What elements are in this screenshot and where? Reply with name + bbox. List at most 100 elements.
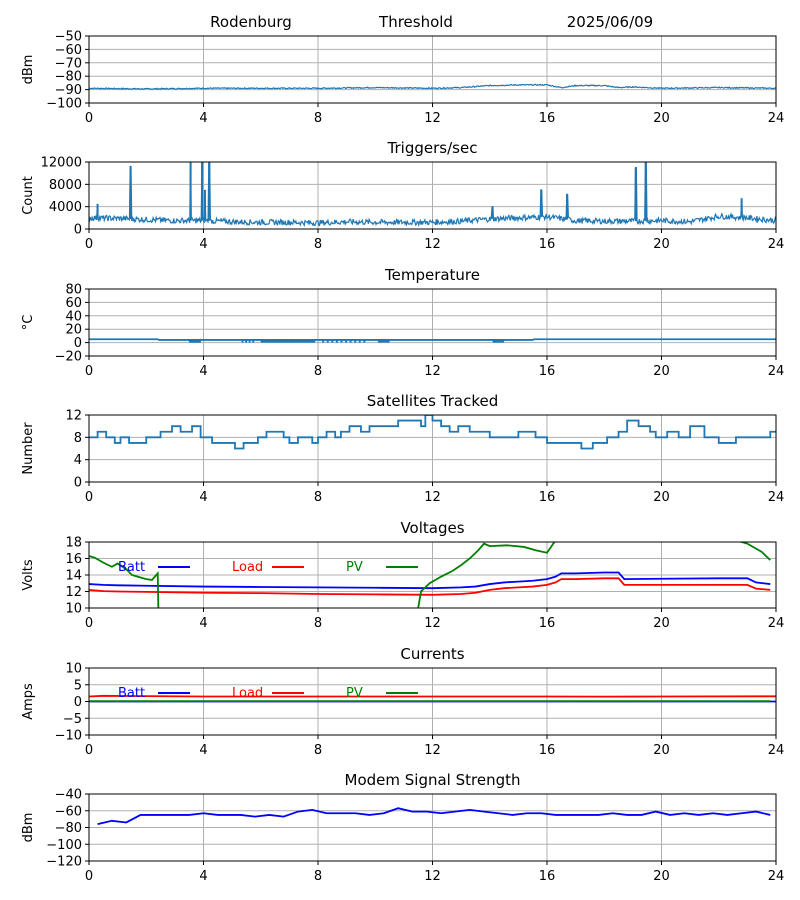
currents-legend-label-2: PV <box>346 686 363 701</box>
temperature-dip-2-13 <box>284 339 287 343</box>
temperature-xtick-label-0: 0 <box>85 364 93 379</box>
temperature-series-0-seg-0 <box>89 338 776 341</box>
voltages-xtick-label-6: 24 <box>768 616 785 631</box>
voltages-ytick-label-1: 12 <box>65 585 82 600</box>
signal-xtick-label-5: 20 <box>653 111 670 126</box>
temperature-title: Temperature <box>384 266 480 284</box>
signal-xtick-label-6: 24 <box>768 111 785 126</box>
temperature-dip-4-4 <box>385 339 388 343</box>
modem-xtick-label-6: 24 <box>768 869 785 884</box>
currents-ytick-label-4: 10 <box>65 662 82 677</box>
temperature-dip-2-17 <box>291 339 294 343</box>
currents-ylabel: Amps <box>21 683 36 720</box>
temperature-dip-2-18 <box>293 339 296 343</box>
voltages-ytick-label-3: 16 <box>65 552 82 567</box>
voltages-ytick-label-2: 14 <box>65 569 82 584</box>
modem-ytick-label-2: −80 <box>55 821 82 836</box>
temperature-ytick-label-0: −20 <box>55 350 82 365</box>
modem-ytick-label-0: −120 <box>46 855 82 870</box>
temperature-dip-4-5 <box>387 339 390 343</box>
triggers-xtick-label-6: 24 <box>768 237 785 252</box>
satellites-xtick-label-4: 16 <box>539 490 556 505</box>
temperature-dip-2-22 <box>300 339 303 343</box>
signal-xtick-label-1: 4 <box>199 111 207 126</box>
modem-ytick-label-4: −40 <box>55 788 82 803</box>
temperature-dip-0-7 <box>198 339 201 343</box>
temperature-ytick-label-3: 40 <box>65 309 82 324</box>
signal-ytick-label-3: −70 <box>55 56 82 71</box>
temperature-dip-0-1 <box>190 339 193 343</box>
temperature-dip-2-1 <box>262 339 265 343</box>
signal-ytick-label-4: −60 <box>55 43 82 58</box>
panel-satellites: 0 4 8 12 16 20 24 0 4 8 12 Satellites Tracked Number <box>21 392 784 505</box>
signal-ylabel: dBm <box>21 55 36 85</box>
signal-ytick-label-2: −80 <box>55 70 82 85</box>
temperature-dip-2-11 <box>280 339 283 343</box>
temperature-xtick-label-2: 8 <box>314 364 322 379</box>
modem-xtick-label-2: 8 <box>314 869 322 884</box>
temperature-dip-3-5 <box>345 339 348 343</box>
triggers-ytick-label-2: 8000 <box>49 178 82 193</box>
header-station: Rodenburg <box>210 13 292 31</box>
currents-ytick-label-3: 5 <box>74 678 82 693</box>
triggers-ylabel: Count <box>21 176 36 215</box>
satellites-ytick-label-0: 0 <box>74 476 82 491</box>
currents-series-1-seg-0 <box>89 694 776 698</box>
temperature-dip-3-6 <box>349 339 352 343</box>
voltages-legend-label-2: PV <box>346 560 363 575</box>
signal-xtick-label-0: 0 <box>85 111 93 126</box>
temperature-dip-2-27 <box>309 339 312 343</box>
modem-title: Modem Signal Strength <box>345 771 521 789</box>
temperature-dip-2-29 <box>313 339 316 343</box>
modem-ytick-label-3: −60 <box>55 804 82 819</box>
currents-xtick-label-1: 4 <box>199 743 207 758</box>
voltages-ytick-label-0: 10 <box>65 602 82 617</box>
temperature-dip-2-24 <box>304 339 307 343</box>
signal-xtick-label-3: 12 <box>424 111 441 126</box>
satellites-xtick-label-5: 20 <box>653 490 670 505</box>
modem-xtick-label-4: 16 <box>539 869 556 884</box>
temperature-dip-2-26 <box>307 339 310 343</box>
header-mode: Threshold <box>378 13 453 31</box>
temperature-dip-2-3 <box>266 339 269 343</box>
currents-xtick-label-5: 20 <box>653 743 670 758</box>
temperature-dip-2-10 <box>278 339 281 343</box>
temperature-ylabel: °C <box>21 315 36 331</box>
temperature-dip-0-2 <box>191 339 194 343</box>
currents-xtick-label-6: 24 <box>768 743 785 758</box>
currents-legend-label-1: Load <box>232 686 263 701</box>
panel-currents: 0 4 8 12 16 20 24 −10 −5 0 510 Currents Amps Batt Load… <box>21 645 784 758</box>
temperature-xtick-label-3: 12 <box>424 364 441 379</box>
triggers-series-0 <box>89 162 776 228</box>
modem-xtick-label-0: 0 <box>85 869 93 884</box>
triggers-xtick-label-1: 4 <box>199 237 207 252</box>
triggers-ytick-label-3: 12000 <box>41 156 82 171</box>
temperature-dip-3-4 <box>340 339 343 343</box>
temperature-dip-2-28 <box>311 339 314 343</box>
temperature-dip-2-9 <box>276 339 279 343</box>
temperature-dip-4-0 <box>378 339 381 343</box>
temperature-xtick-label-5: 20 <box>653 364 670 379</box>
temperature-dip-1-0 <box>241 339 244 343</box>
signal-series-0 <box>89 83 776 91</box>
currents-ytick-label-0: −10 <box>55 729 82 744</box>
voltages-xtick-label-2: 8 <box>314 616 322 631</box>
temperature-dip-2-25 <box>305 339 308 343</box>
temperature-dip-3-2 <box>331 339 334 343</box>
temperature-dip-5-2 <box>496 339 499 343</box>
temperature-dip-2-4 <box>267 339 270 343</box>
temperature-dip-4-1 <box>379 339 382 343</box>
temperature-xtick-label-6: 24 <box>768 364 785 379</box>
temperature-dip-2-2 <box>264 339 267 343</box>
temperature-dip-1-1 <box>245 339 248 343</box>
voltages-series-2-seg-1 <box>417 542 556 608</box>
triggers-title: Triggers/sec <box>387 139 478 157</box>
currents-ytick-label-1: −5 <box>63 712 82 727</box>
temperature-dip-5-0 <box>492 339 495 343</box>
modem-xtick-label-5: 20 <box>653 869 670 884</box>
temperature-ytick-label-4: 60 <box>65 296 82 311</box>
currents-xtick-label-0: 0 <box>85 743 93 758</box>
satellites-xtick-label-2: 8 <box>314 490 322 505</box>
